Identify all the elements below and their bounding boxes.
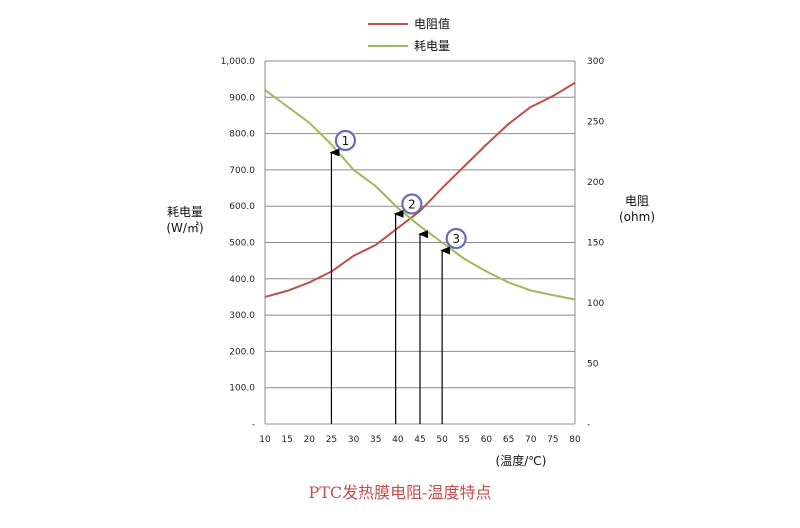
left-tick-label: 400.0: [229, 275, 255, 285]
x-tick-label: 10: [259, 435, 271, 445]
right-tick-label: -: [587, 420, 590, 430]
marker-circle: [401, 193, 423, 215]
x-tick-label: 50: [436, 435, 448, 445]
series-line-电阻值: [264, 81, 576, 298]
annotation-arrows: [329, 148, 451, 424]
left-tick-label: 100.0: [229, 384, 255, 394]
x-tick-label: 15: [281, 435, 292, 445]
left-tick-label: 500.0: [229, 239, 255, 249]
marker-number: 1: [342, 134, 350, 148]
x-tick-label: 20: [304, 435, 316, 445]
marker-circle: [334, 129, 357, 152]
marker-circle: [445, 227, 467, 250]
right-tick-label: 150: [587, 239, 604, 249]
series-line-耗电量: [264, 89, 576, 301]
left-tick-label: 900.0: [229, 93, 255, 103]
right-tick-label: 50: [587, 360, 599, 370]
right-axis-title: 电阻: [625, 194, 649, 208]
x-axis-title: (温度/℃): [496, 453, 547, 468]
left-tick-label: 200.0: [229, 347, 255, 357]
chart-caption: PTC发热膜电阻-温度特点: [308, 483, 491, 502]
left-tick-label: 1,000.0: [221, 57, 256, 67]
left-axis-title: 耗电量: [167, 205, 203, 219]
x-tick-label: 55: [459, 435, 470, 445]
legend-label: 耗电量: [414, 39, 450, 53]
left-tick-label: 800.0: [229, 130, 255, 140]
marker-1: 1: [334, 129, 357, 152]
x-tick-label: 35: [370, 435, 381, 445]
x-tick-label: 80: [569, 435, 581, 445]
x-tick-label: 40: [392, 435, 404, 445]
x-tick-label: 70: [525, 435, 537, 445]
legend-label: 电阻值: [414, 16, 450, 31]
left-tick-label: 600.0: [229, 202, 255, 212]
series-lines: [264, 81, 576, 301]
left-tick-label: 300.0: [229, 311, 255, 321]
right-tick-label: 100: [587, 299, 604, 309]
marker-number: 3: [452, 232, 460, 246]
marker-3: 3: [445, 227, 467, 250]
x-tick-label: 25: [326, 435, 337, 445]
marker-number: 2: [408, 198, 416, 212]
axis-labels: - 100.0 200.0 300.0 400.0 500.0 600.0 700.0 800.…: [166, 57, 655, 468]
left-axis-title: (W/㎡): [166, 221, 203, 235]
right-axis-title: (ohm): [619, 210, 655, 224]
annotation-markers: 1 2 3: [334, 129, 467, 250]
right-tick-label: 200: [587, 178, 604, 188]
right-tick-label: 250: [587, 118, 604, 128]
right-tick-label: 300: [587, 57, 604, 67]
x-tick-label: 60: [481, 435, 493, 445]
x-tick-label: 65: [503, 435, 514, 445]
left-tick-label: -: [252, 420, 255, 430]
left-tick-label: 700.0: [229, 166, 255, 176]
marker-2: 2: [401, 193, 423, 215]
x-tick-label: 75: [547, 435, 558, 445]
x-tick-label: 30: [348, 435, 360, 445]
x-tick-label: 45: [414, 435, 425, 445]
